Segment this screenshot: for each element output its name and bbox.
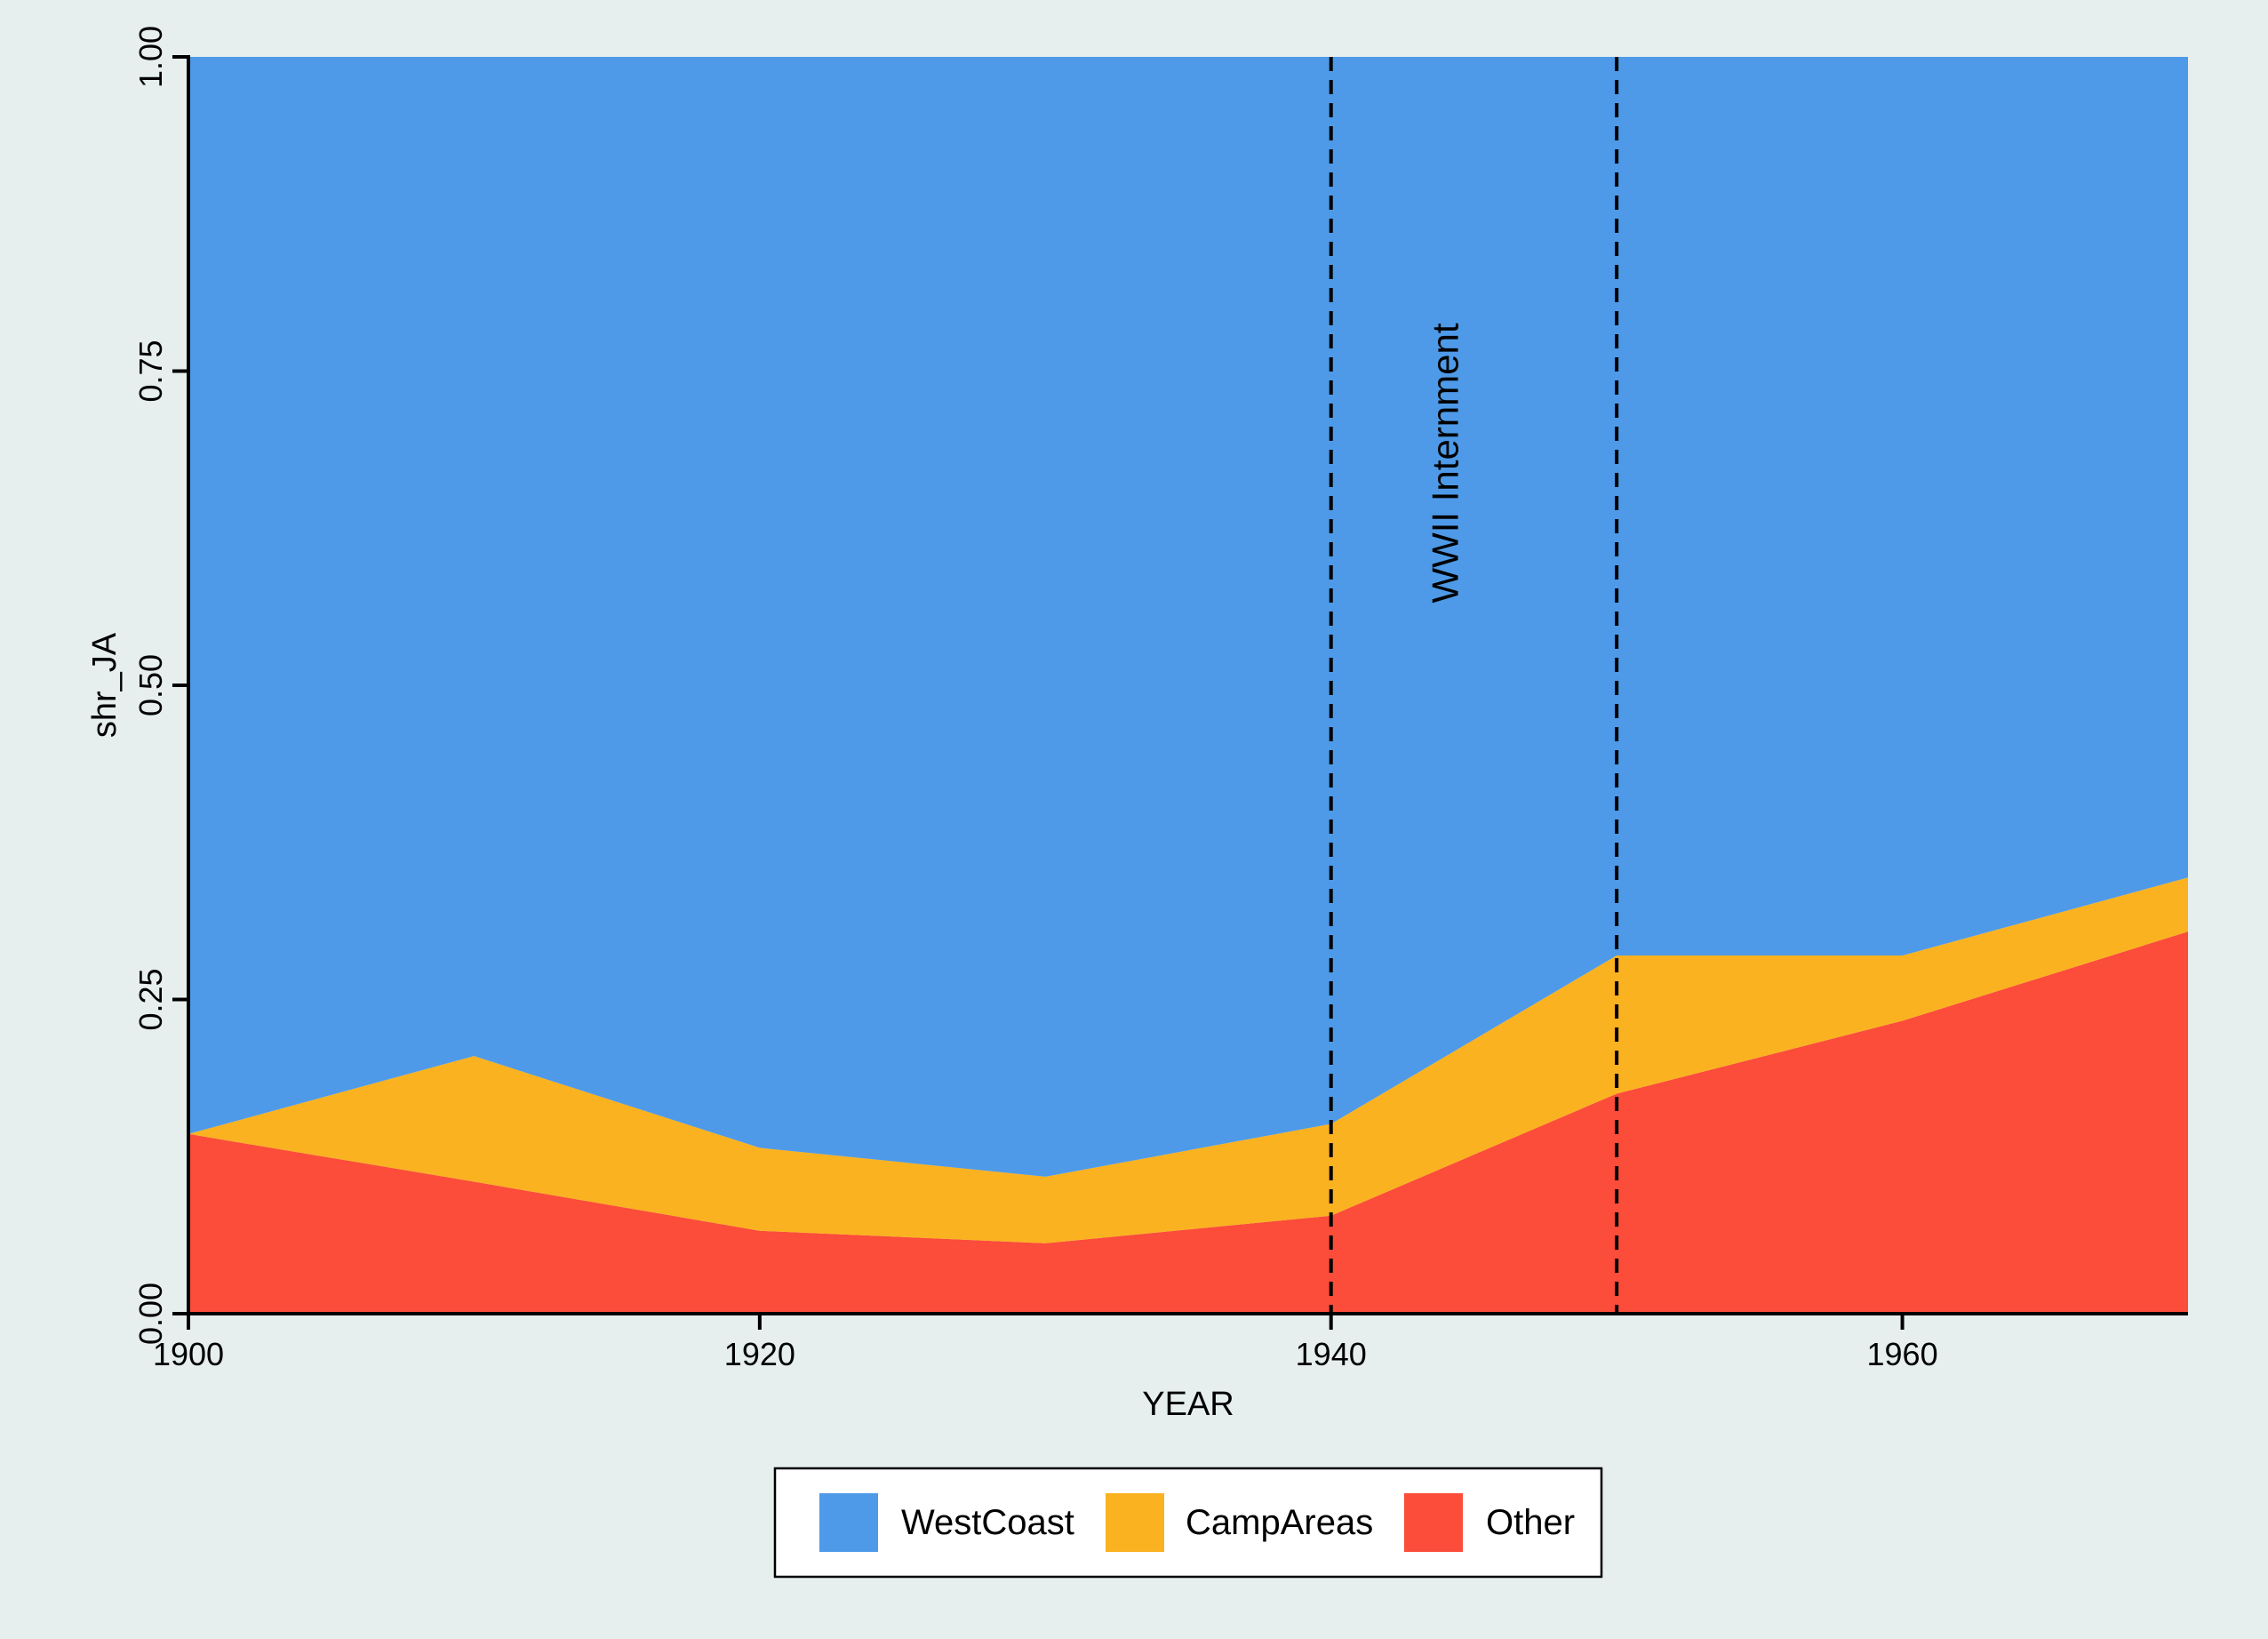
y-tick-label: 0.00 bbox=[132, 1283, 169, 1345]
area-series-westcoast bbox=[188, 57, 2188, 1177]
legend-swatch-other bbox=[1404, 1493, 1463, 1552]
y-tick-label: 1.00 bbox=[132, 26, 169, 88]
reference-lines bbox=[1329, 57, 1619, 1314]
x-tick-label: 1940 bbox=[1296, 1336, 1367, 1372]
y-axis-title: shr_JA bbox=[86, 632, 124, 738]
legend-swatch-campareas bbox=[1106, 1493, 1164, 1552]
area-series-other bbox=[188, 931, 2188, 1314]
area-series-campareas bbox=[188, 877, 2188, 1243]
legend-label-campareas: CampAreas bbox=[1186, 1503, 1373, 1542]
x-tick-label: 1920 bbox=[724, 1336, 795, 1372]
x-tick-label: 1960 bbox=[1867, 1336, 1938, 1372]
legend-label-other: Other bbox=[1486, 1503, 1575, 1542]
legend: WestCoast CampAreas Other bbox=[773, 1467, 1603, 1579]
x-axis-title: YEAR bbox=[1142, 1386, 1234, 1423]
y-tick-label: 0.25 bbox=[132, 968, 169, 1030]
y-tick-label: 0.75 bbox=[132, 340, 169, 402]
ticks-layer: 0.00 0.25 0.50 0.75 1.00 1900 1920 1940 1960 bbox=[132, 26, 1938, 1372]
annotation-wwii-internment: WWII Internment bbox=[1424, 323, 1465, 603]
legend-swatch-westcoast bbox=[819, 1493, 878, 1552]
y-tick-label: 0.50 bbox=[132, 654, 169, 716]
x-tick-label: 1900 bbox=[153, 1336, 224, 1372]
legend-label-westcoast: WestCoast bbox=[901, 1503, 1074, 1542]
legend-box bbox=[773, 1467, 1603, 1579]
areas-layer bbox=[188, 57, 2188, 1314]
